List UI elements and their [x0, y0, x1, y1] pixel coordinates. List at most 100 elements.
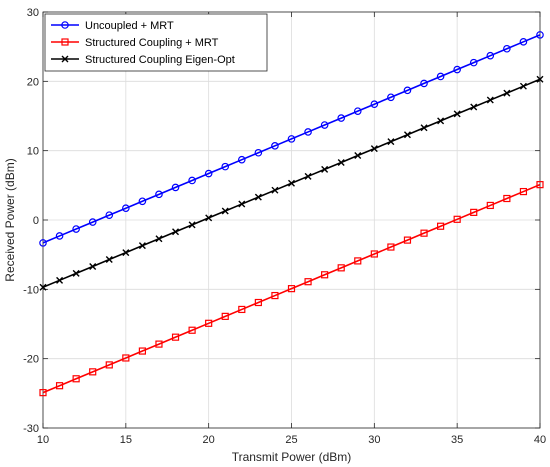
data-point: [171, 333, 180, 341]
data-point: [138, 242, 146, 250]
data-point: [453, 215, 461, 223]
data-point: [403, 86, 412, 95]
data-point: [122, 204, 130, 213]
data-point: [254, 148, 263, 157]
data-point: [320, 121, 329, 129]
data-point: [56, 276, 64, 284]
data-point: [486, 96, 494, 104]
data-point: [221, 312, 229, 320]
series-group: [39, 31, 544, 397]
data-point: [337, 158, 345, 166]
series-0: [39, 31, 544, 247]
data-point: [155, 190, 163, 199]
data-point: [238, 305, 246, 314]
series-2: [39, 75, 544, 291]
data-point: [337, 264, 345, 272]
axis-ticks: 10 15 20 25 30 35 40 -30 -20 -10 0 10 20 30: [23, 7, 546, 446]
y-tick-label: 0: [33, 215, 39, 227]
data-point: [503, 44, 511, 53]
data-point: [238, 200, 246, 208]
data-point: [88, 218, 97, 226]
data-point: [353, 107, 362, 115]
legend-marker: [61, 21, 69, 29]
data-point: [519, 187, 528, 196]
data-point: [437, 117, 445, 125]
data-point: [304, 172, 312, 180]
data-point: [172, 228, 180, 236]
data-point: [72, 225, 80, 233]
legend-entry: Structured Coupling + MRT: [51, 37, 219, 49]
data-point: [420, 229, 428, 237]
data-point: [536, 181, 544, 189]
data-point: [155, 340, 163, 348]
series-1: [39, 181, 544, 397]
y-tick-label: 30: [27, 7, 39, 19]
x-tick-label: 20: [203, 434, 215, 446]
data-point: [370, 100, 379, 109]
data-point: [370, 250, 378, 258]
data-point: [486, 51, 495, 60]
y-tick-label: -30: [23, 423, 39, 435]
data-point: [271, 142, 279, 150]
legend-label: Structured Coupling Eigen-Opt: [85, 54, 235, 66]
data-point: [420, 124, 428, 132]
data-point: [72, 375, 80, 383]
legend-entry: Uncoupled + MRT: [51, 20, 174, 32]
data-point: [171, 183, 180, 192]
data-point: [453, 110, 461, 118]
series-line: [42, 34, 541, 244]
x-tick-label: 25: [285, 434, 297, 446]
x-tick-label: 15: [120, 434, 132, 446]
legend-box: [44, 13, 268, 72]
data-point: [188, 176, 196, 185]
data-point: [105, 211, 114, 219]
data-point: [354, 257, 362, 265]
x-tick-label: 40: [534, 434, 546, 446]
legend-label: Uncoupled + MRT: [85, 20, 174, 32]
data-point: [536, 75, 544, 83]
data-point: [205, 319, 213, 327]
data-point: [221, 162, 230, 171]
data-point: [122, 354, 130, 362]
data-point: [469, 58, 478, 67]
data-point: [503, 89, 511, 97]
data-point: [204, 169, 213, 178]
data-point: [370, 145, 378, 153]
data-point: [271, 291, 279, 300]
y-tick-label: -20: [23, 354, 39, 366]
legend-label: Structured Coupling + MRT: [85, 37, 219, 49]
series-line: [42, 183, 541, 394]
data-point: [155, 235, 163, 243]
data-point: [39, 239, 47, 247]
data-point: [39, 283, 47, 291]
data-point: [304, 128, 312, 136]
legend-entry: Structured Coupling Eigen-Opt: [51, 54, 235, 66]
data-point: [304, 278, 312, 286]
data-point: [420, 79, 428, 88]
data-point: [337, 114, 346, 122]
data-point: [287, 285, 296, 293]
data-point: [387, 243, 395, 251]
data-point: [72, 269, 80, 277]
y-axis-label: Received Power (dBm): [3, 158, 17, 281]
data-point: [470, 208, 478, 216]
data-point: [89, 368, 97, 376]
data-point: [470, 103, 478, 111]
data-point: [436, 72, 445, 81]
data-point: [503, 194, 511, 203]
data-point: [387, 138, 395, 146]
x-tick-label: 10: [37, 434, 49, 446]
x-tick-label: 35: [451, 434, 463, 446]
data-point: [205, 214, 213, 222]
data-point: [271, 186, 279, 194]
data-point: [403, 131, 411, 139]
data-point: [188, 326, 196, 334]
data-point: [254, 298, 262, 307]
data-point: [321, 165, 329, 173]
y-tick-label: 10: [27, 146, 39, 158]
data-point: [39, 389, 47, 397]
data-point: [453, 65, 461, 74]
data-point: [122, 249, 130, 257]
data-point: [254, 193, 262, 201]
